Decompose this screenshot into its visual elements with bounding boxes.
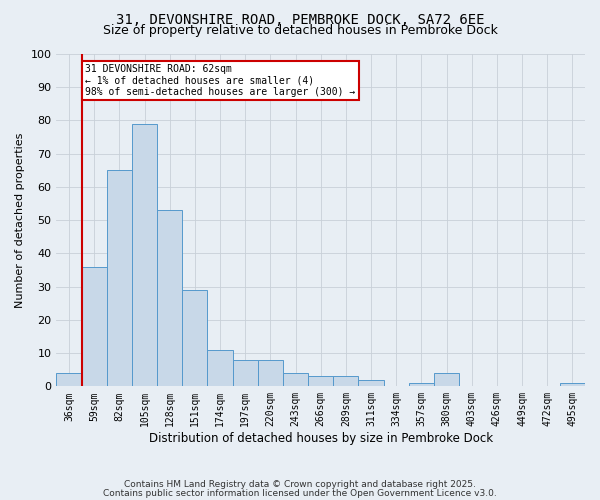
Bar bbox=[107, 170, 132, 386]
Bar bbox=[182, 290, 208, 386]
Bar bbox=[409, 383, 434, 386]
Bar bbox=[308, 376, 333, 386]
Bar bbox=[358, 380, 383, 386]
Bar bbox=[56, 373, 82, 386]
Y-axis label: Number of detached properties: Number of detached properties bbox=[15, 132, 25, 308]
Text: Contains HM Land Registry data © Crown copyright and database right 2025.: Contains HM Land Registry data © Crown c… bbox=[124, 480, 476, 489]
X-axis label: Distribution of detached houses by size in Pembroke Dock: Distribution of detached houses by size … bbox=[149, 432, 493, 445]
Bar bbox=[157, 210, 182, 386]
Text: Size of property relative to detached houses in Pembroke Dock: Size of property relative to detached ho… bbox=[103, 24, 497, 37]
Text: 31, DEVONSHIRE ROAD, PEMBROKE DOCK, SA72 6EE: 31, DEVONSHIRE ROAD, PEMBROKE DOCK, SA72… bbox=[116, 12, 484, 26]
Bar bbox=[333, 376, 358, 386]
Text: 31 DEVONSHIRE ROAD: 62sqm
← 1% of detached houses are smaller (4)
98% of semi-de: 31 DEVONSHIRE ROAD: 62sqm ← 1% of detach… bbox=[85, 64, 356, 97]
Bar bbox=[233, 360, 258, 386]
Bar bbox=[208, 350, 233, 387]
Bar bbox=[82, 266, 107, 386]
Bar bbox=[132, 124, 157, 386]
Bar bbox=[434, 373, 459, 386]
Bar bbox=[283, 373, 308, 386]
Text: Contains public sector information licensed under the Open Government Licence v3: Contains public sector information licen… bbox=[103, 488, 497, 498]
Bar bbox=[560, 383, 585, 386]
Bar bbox=[258, 360, 283, 386]
